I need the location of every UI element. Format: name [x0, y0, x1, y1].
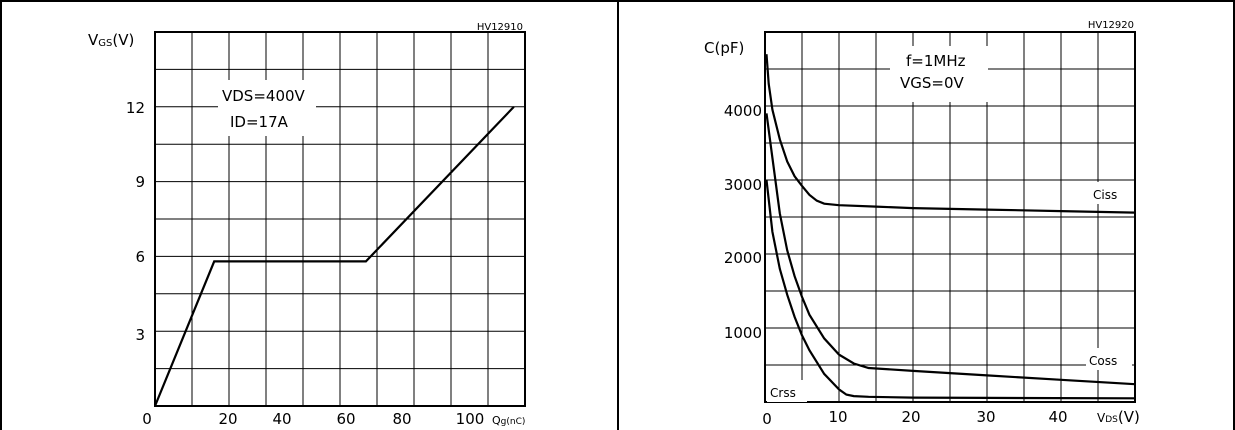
capacitance-x-tick: 30	[976, 408, 995, 426]
gate-charge-series-line	[153, 106, 515, 407]
gate-charge-x-tick: 100	[456, 410, 485, 428]
capacitance-annotation-freq: f=1MHz	[906, 52, 966, 70]
gate-charge-y-tick: 9	[135, 173, 145, 191]
capacitance-y-tick: 2000	[724, 249, 762, 267]
capacitance-plot-border	[764, 31, 1136, 403]
capacitance-x-axis-label: VDS(V)	[1097, 408, 1140, 426]
capacitance-chart: HV12920 C(pF) VDS(V) 1000 2000 3000 4000…	[704, 20, 1140, 428]
coss-series-line	[765, 113, 1136, 386]
capacitance-x-tick: 40	[1048, 408, 1067, 426]
capacitance-y-tick: 4000	[724, 102, 762, 120]
gate-charge-x-tick: 60	[336, 410, 355, 428]
gate-charge-x-tick: 20	[218, 410, 237, 428]
crss-series-line	[765, 179, 1136, 400]
capacitance-y-tick: 3000	[724, 176, 762, 194]
gate-charge-y-tick: 3	[135, 326, 145, 344]
gate-charge-annotation-vds: VDS=400V	[222, 87, 306, 105]
capacitance-x-tick: 0	[762, 410, 772, 428]
ciss-series-name: Ciss	[1093, 188, 1117, 202]
gate-charge-y-tick: 12	[126, 99, 145, 117]
crss-label-bg	[767, 380, 807, 402]
coss-series-name: Coss	[1089, 354, 1117, 368]
gate-charge-y-axis-label: VGS(V)	[88, 31, 134, 49]
gate-charge-y-tick: 6	[135, 248, 145, 266]
gate-charge-plot-border	[154, 31, 526, 407]
ciss-series-line	[765, 54, 1136, 214]
gate-charge-figure-code: HV12910	[477, 22, 523, 33]
capacitance-x-tick: 10	[828, 408, 847, 426]
gate-charge-chart: HV12910 VGS(V) Qg(nC) 3 6 9 12 0 20 40 6…	[88, 22, 526, 428]
capacitance-y-tick: 1000	[724, 324, 762, 342]
gate-charge-annotation-id: ID=17A	[230, 113, 289, 131]
crss-series-name: Crss	[770, 386, 796, 400]
capacitance-y-axis-label: C(pF)	[704, 39, 744, 57]
gate-charge-x-tick: 80	[392, 410, 411, 428]
ciss-label-bg	[1090, 182, 1132, 204]
capacitance-annotation-box	[890, 46, 988, 102]
gate-charge-grid	[155, 32, 525, 406]
gate-charge-x-tick: 40	[272, 410, 291, 428]
capacitance-figure-code: HV12920	[1088, 20, 1134, 31]
gate-charge-annotation-box	[218, 80, 316, 136]
coss-label-bg	[1086, 348, 1132, 370]
gate-charge-x-tick: 0	[142, 410, 152, 428]
gate-charge-x-axis-label: Qg(nC)	[492, 414, 525, 427]
capacitance-x-tick: 20	[901, 408, 920, 426]
capacitance-annotation-vgs: VGS=0V	[900, 74, 965, 92]
